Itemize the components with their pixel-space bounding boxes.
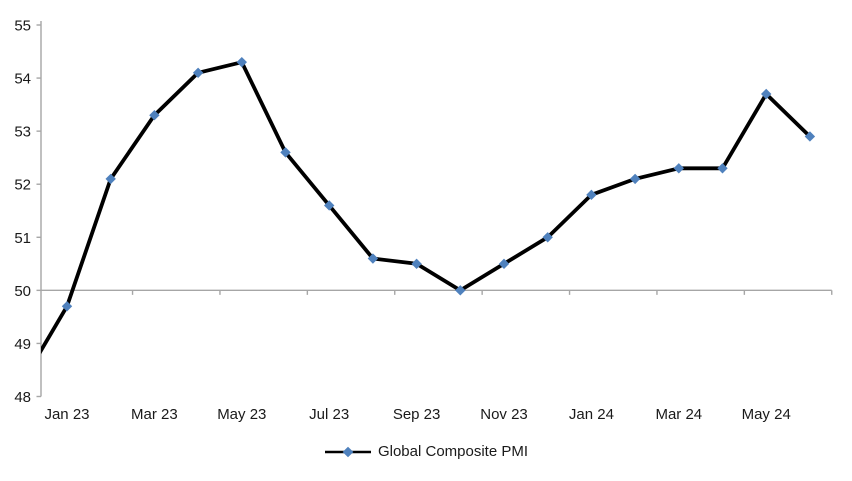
x-tick-label: Mar 23	[131, 406, 178, 423]
x-tick-label: May 24	[742, 406, 791, 423]
data-point-marker	[673, 163, 684, 174]
data-point-marker	[717, 163, 728, 174]
data-point-marker	[804, 131, 816, 142]
legend-line-marker-icon	[324, 446, 371, 458]
x-tick-label: Nov 23	[480, 406, 528, 423]
x-tick-label: Jan 24	[569, 406, 614, 423]
data-point-marker	[586, 189, 597, 201]
pmi-series-line	[41, 60, 812, 355]
y-tick-label: 48	[14, 389, 31, 406]
data-point-marker	[105, 173, 116, 185]
data-point-marker	[542, 232, 553, 243]
data-point-marker	[367, 253, 379, 264]
x-tick-label: May 23	[217, 406, 266, 423]
data-point-marker	[324, 200, 335, 211]
x-tick-label: Jul 23	[309, 406, 349, 423]
x-tick-label: Mar 24	[655, 406, 702, 423]
data-point-marker	[149, 110, 160, 121]
data-point-marker	[761, 88, 772, 100]
data-point-marker	[236, 56, 247, 68]
data-point-marker	[629, 173, 641, 185]
y-tick-label: 51	[14, 230, 31, 247]
y-tick-label: 52	[14, 177, 31, 194]
plot-area: 48 49 50 51 52 53 54 55 Jan 23 Mar 23 May 23 Jul 23…	[14, 18, 833, 423]
data-point-marker	[455, 285, 466, 296]
x-tick-label: Jan 23	[44, 406, 89, 423]
legend-label: Global Composite PMI	[377, 443, 529, 460]
data-point-marker	[411, 258, 422, 270]
x-tick-label: Sep 23	[393, 406, 441, 423]
data-point-marker	[280, 147, 291, 158]
y-tick-label: 55	[14, 18, 31, 35]
data-point-marker	[498, 258, 510, 270]
y-tick-label: 49	[14, 336, 31, 353]
y-tick-label: 53	[14, 124, 31, 141]
data-point-marker	[61, 301, 73, 312]
y-tick-label: 50	[14, 283, 31, 300]
chart-legend: Global Composite PMI	[0, 442, 852, 462]
y-tick-label: 54	[14, 71, 31, 88]
data-point-marker	[192, 67, 204, 78]
